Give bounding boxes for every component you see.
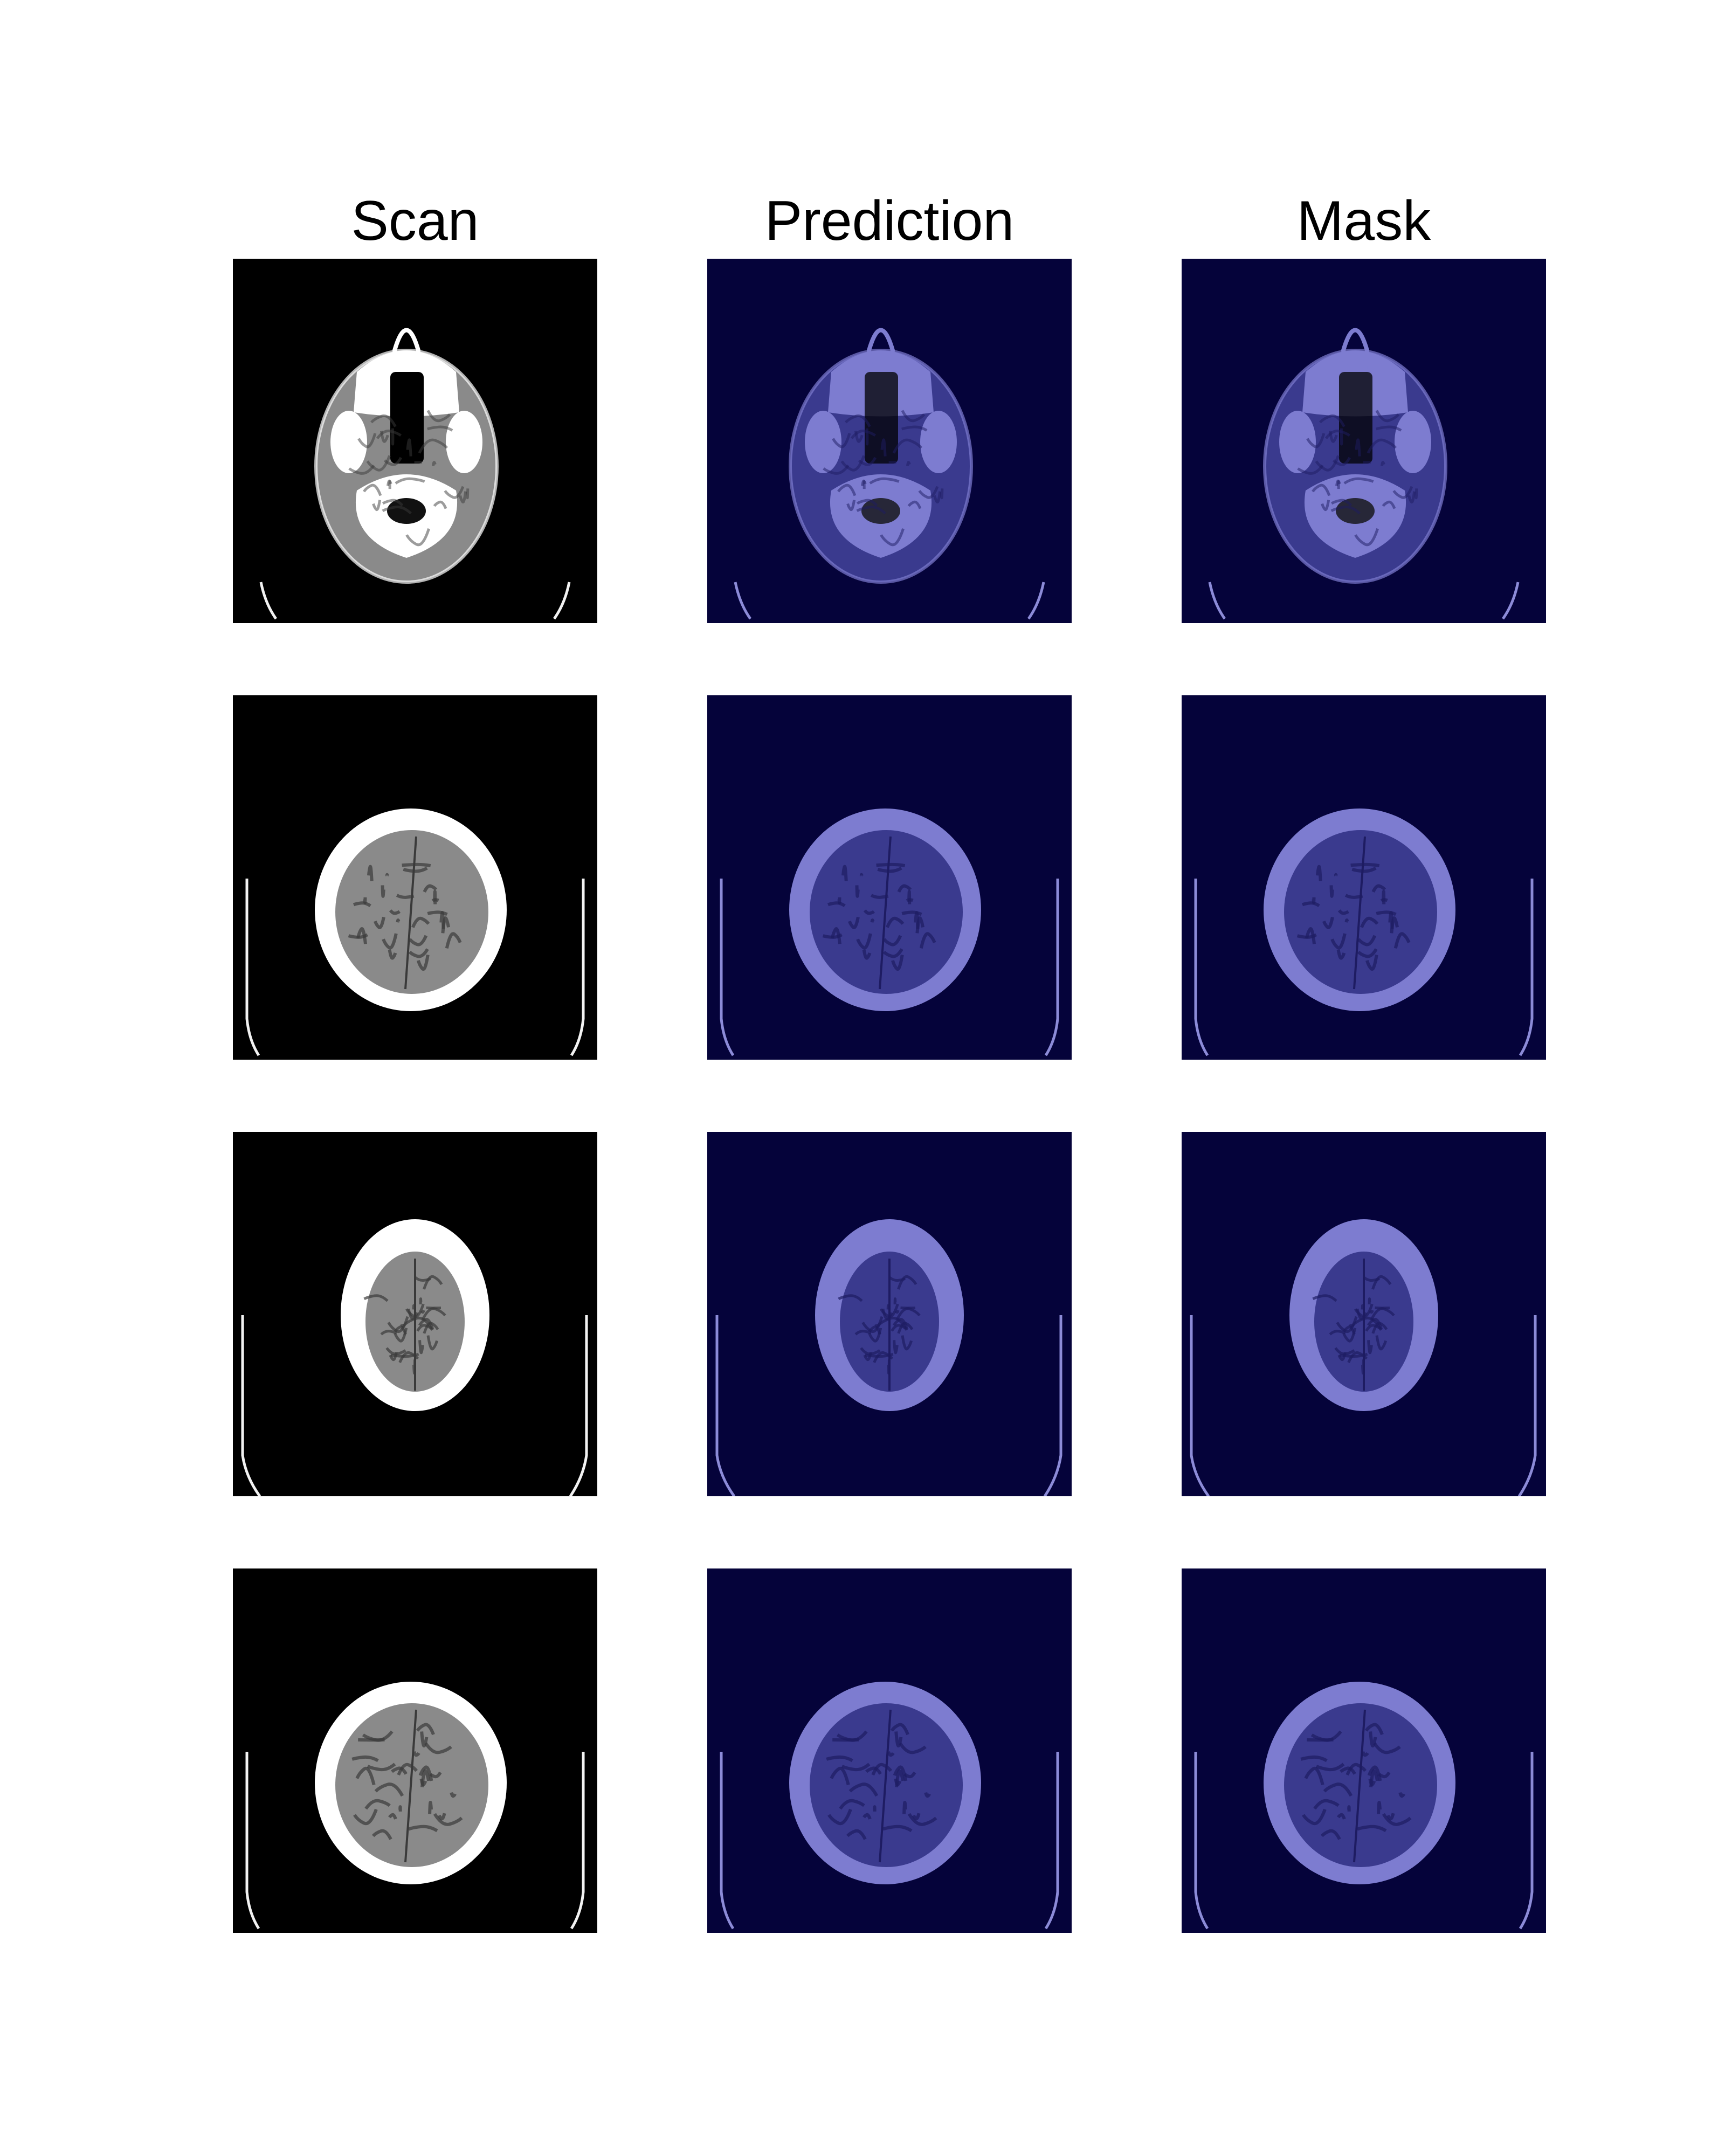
ct-panel-mask-1 bbox=[1182, 259, 1546, 623]
ct-panel-prediction-2 bbox=[707, 695, 1072, 1060]
ct-panel-mask-2 bbox=[1182, 695, 1546, 1060]
ct-panel-scan-2 bbox=[233, 695, 597, 1060]
ct-panel-mask-4 bbox=[1182, 1568, 1546, 1933]
ct-panel-mask-3 bbox=[1182, 1132, 1546, 1496]
ct-panel-prediction-4 bbox=[707, 1568, 1072, 1933]
ct-panel-prediction-3 bbox=[707, 1132, 1072, 1496]
column-title-mask: Mask bbox=[1182, 183, 1546, 259]
column-title-scan: Scan bbox=[233, 183, 597, 259]
ct-panel-scan-1 bbox=[233, 259, 597, 623]
ct-panel-scan-3 bbox=[233, 1132, 597, 1496]
ct-panel-prediction-1 bbox=[707, 259, 1072, 623]
ct-panel-scan-4 bbox=[233, 1568, 597, 1933]
column-title-prediction: Prediction bbox=[707, 183, 1072, 259]
